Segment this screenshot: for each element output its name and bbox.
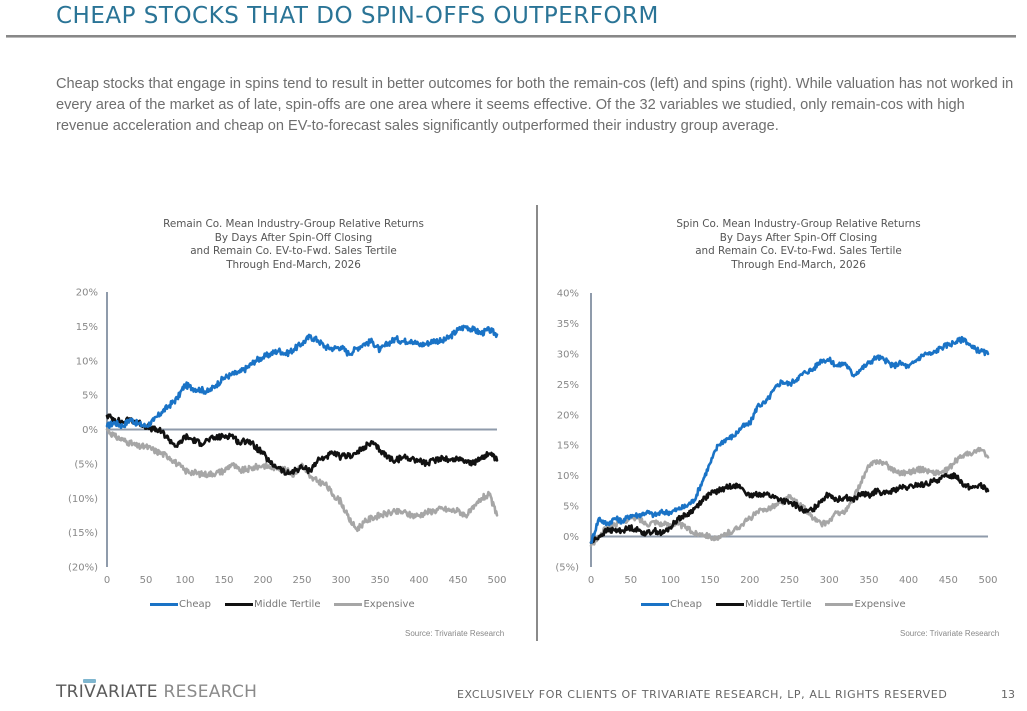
page-title: CHEAP STOCKS THAT DO SPIN-OFFS OUTPERFOR… <box>56 3 659 29</box>
x-tick-label: 450 <box>939 575 958 586</box>
series-line-expensive <box>105 428 499 533</box>
chart-title-line: Spin Co. Mean Industry-Group Relative Re… <box>676 218 921 230</box>
x-tick-label: 100 <box>175 575 194 586</box>
chart-title-line: and Remain Co. EV-to-Fwd. Sales Tertile <box>695 245 902 258</box>
series-line-middle <box>105 413 499 476</box>
x-tick-label: 0 <box>104 575 110 586</box>
legend-swatch-expensive <box>825 603 854 606</box>
intro-paragraph: Cheap stocks that engage in spins tend t… <box>56 76 1014 134</box>
x-tick-label: 400 <box>409 575 428 586</box>
legend-item-expensive: Expensive <box>334 599 415 610</box>
chart-title-line: Through End-March, 2026 <box>226 258 361 271</box>
legend-item-expensive: Expensive <box>825 599 906 610</box>
logo-text-research: RESEARCH <box>157 682 258 702</box>
chart-title-line: Through End-March, 2026 <box>731 258 866 271</box>
logo-text-tri: TRI <box>56 682 85 702</box>
x-tick-label: 50 <box>140 575 153 586</box>
legend-swatch-middle <box>224 603 253 606</box>
x-tick-label: 500 <box>487 575 506 586</box>
y-tick-label: (15%) <box>68 528 98 539</box>
y-tick-label: (5%) <box>555 563 579 574</box>
x-tick-label: 100 <box>661 575 680 586</box>
remain-co-plot: 20% 15% 10% 5% 0% (5%) (10%) (15%) (20%) 0 50 100 15… <box>68 288 507 587</box>
series-line-middle <box>589 472 990 544</box>
legend-label: Expensive <box>854 599 906 610</box>
x-tick-label: 200 <box>253 575 272 586</box>
legend-swatch-expensive <box>334 603 363 606</box>
y-tick-label: 25% <box>557 380 579 391</box>
chart-legend: Cheap Middle Tertile Expensive <box>641 599 906 610</box>
legend-label: Cheap <box>670 599 702 610</box>
x-tick-label: 0 <box>588 575 594 586</box>
series-line-cheap <box>105 324 499 430</box>
y-tick-label: 35% <box>557 319 579 330</box>
chart-title: Spin Co. Mean Industry-Group Relative Re… <box>555 218 1027 272</box>
chart-source: Source: Trivariate Research <box>405 629 505 638</box>
x-tick-label: 250 <box>780 575 799 586</box>
x-tick-label: 350 <box>859 575 878 586</box>
x-tick-label: 300 <box>820 575 839 586</box>
x-tick-label: 350 <box>370 575 389 586</box>
legend-item-middle: Middle Tertile <box>715 599 812 610</box>
y-tick-label: 5% <box>563 502 579 513</box>
y-tick-label: 0% <box>82 425 98 436</box>
y-tick-label: 10% <box>557 471 579 482</box>
y-tick-label: (20%) <box>68 563 98 574</box>
chart-title: Remain Co. Mean Industry-Group Relative … <box>56 218 531 272</box>
y-tick-label: 0% <box>563 532 579 543</box>
logo-text-ariate: ARIATE <box>96 682 158 702</box>
footer-notice: EXCLUSIVELY FOR CLIENTS OF TRIVARIATE RE… <box>457 688 948 701</box>
x-tick-label: 50 <box>624 575 637 586</box>
legend-swatch-cheap <box>641 603 669 606</box>
chart-divider <box>536 205 538 641</box>
x-tick-label: 200 <box>740 575 759 586</box>
legend-swatch-cheap <box>150 603 178 606</box>
y-tick-label: (5%) <box>74 459 98 470</box>
x-tick-label: 300 <box>331 575 350 586</box>
chart-title-line: Remain Co. Mean Industry-Group Relative … <box>163 218 424 230</box>
legend-item-cheap: Cheap <box>150 599 211 610</box>
x-tick-label: 150 <box>214 575 233 586</box>
page-number: 13 <box>1001 688 1015 701</box>
remain-co-chart: Remain Co. Mean Industry-Group Relative … <box>50 210 525 650</box>
y-tick-label: 10% <box>76 356 98 367</box>
x-tick-label: 400 <box>899 575 918 586</box>
y-tick-label: 15% <box>76 322 98 333</box>
y-tick-label: 5% <box>82 391 98 402</box>
spin-co-plot: 40% 35% 30% 25% 20% 15% 10% 5% 0% (5%) 0 50 100 150 20… <box>555 289 997 587</box>
spin-co-chart: Spin Co. Mean Industry-Group Relative Re… <box>540 210 1027 650</box>
chart-legend: Cheap Middle Tertile Expensive <box>150 599 415 610</box>
y-tick-label: 30% <box>557 349 579 360</box>
chart-title-line: By Days After Spin-Off Closing <box>719 231 878 244</box>
logo-text-v: V <box>83 679 97 702</box>
title-underline <box>6 35 1016 38</box>
trivariate-logo: TRIVARIATE RESEARCH <box>56 679 258 702</box>
x-tick-label: 150 <box>701 575 720 586</box>
series-line-expensive <box>589 446 990 548</box>
legend-item-cheap: Cheap <box>641 599 702 610</box>
chart-title-line: and Remain Co. EV-to-Fwd. Sales Tertile <box>190 245 397 258</box>
x-tick-label: 500 <box>978 575 997 586</box>
legend-swatch-middle <box>715 603 744 606</box>
legend-label: Cheap <box>179 599 211 610</box>
y-tick-label: 20% <box>76 288 98 299</box>
y-tick-label: 40% <box>557 289 579 300</box>
x-tick-label: 450 <box>448 575 467 586</box>
legend-item-middle: Middle Tertile <box>224 599 321 610</box>
y-tick-label: (10%) <box>68 494 98 505</box>
y-tick-label: 20% <box>557 410 579 421</box>
y-tick-label: 15% <box>557 441 579 452</box>
chart-title-line: By Days After Spin-Off Closing <box>214 231 373 244</box>
legend-label: Expensive <box>363 599 415 610</box>
series-line-cheap <box>589 335 990 544</box>
chart-source: Source: Trivariate Research <box>900 629 1000 638</box>
x-tick-label: 250 <box>292 575 311 586</box>
legend-label: Middle Tertile <box>253 599 321 610</box>
legend-label: Middle Tertile <box>744 599 812 610</box>
